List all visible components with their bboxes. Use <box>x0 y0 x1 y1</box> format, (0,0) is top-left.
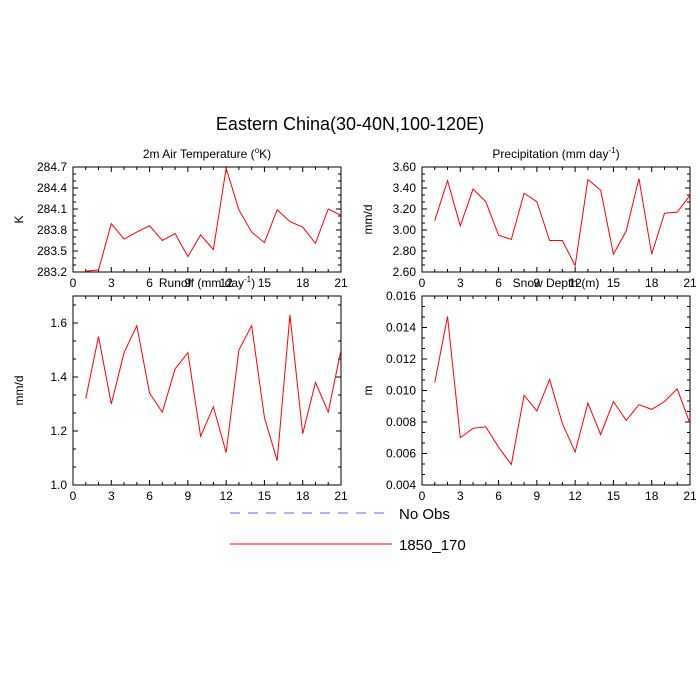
x-tick-label: 6 <box>146 276 153 290</box>
y-tick-label: 284.7 <box>37 160 67 174</box>
y-tick-label: 0.012 <box>386 352 416 366</box>
y-tick-label: 3.60 <box>393 160 417 174</box>
legend: No Obs 1850_170 <box>230 506 466 554</box>
x-tick-label: 15 <box>258 489 272 503</box>
panel-title: 2m Air Temperature (oK) <box>143 146 271 161</box>
y-tick-label: 0.010 <box>386 384 416 398</box>
y-tick-label: 0.006 <box>386 447 416 461</box>
y-tick-label: 3.40 <box>393 181 417 195</box>
panel-air-temperature: 0 3 6 9 12 15 18 21 283.2 283.5 283.8 284.1 284.4 284… <box>12 146 348 290</box>
x-tick-label: 3 <box>108 276 115 290</box>
x-tick-label: 9 <box>185 276 192 290</box>
x-tick-label: 9 <box>534 489 541 503</box>
panel-title: Precipitation (mm day-1) <box>492 146 619 161</box>
x-tick-label: 3 <box>457 489 464 503</box>
x-tick-label: 0 <box>419 489 426 503</box>
panel-precipitation: 0 3 6 9 12 15 18 21 2.60 2.80 3.00 3.20 3.40 3.60 mm/d… <box>361 146 697 290</box>
panel-runoff: 0 3 6 9 12 15 18 21 1.0 1.2 1.4 1.6 mm/d Runoff (mm d… <box>12 275 348 503</box>
y-tick-label: 1.2 <box>50 424 67 438</box>
panel-snow-depth: 0 3 6 9 12 15 18 21 0.004 0.006 0.008 0.010 0.012 0.0… <box>361 276 697 503</box>
x-tick-label: 21 <box>683 276 697 290</box>
y-tick-label: 1.4 <box>50 370 67 384</box>
series-line-1850-170 <box>434 316 690 466</box>
y-axis-label: mm/d <box>12 376 26 406</box>
x-tick-label: 21 <box>683 489 697 503</box>
legend-label-no-obs: No Obs <box>399 506 450 523</box>
x-tick-label: 18 <box>645 276 659 290</box>
x-tick-label: 15 <box>258 276 272 290</box>
y-tick-label: 283.2 <box>37 265 67 279</box>
plot-frame <box>72 166 342 273</box>
x-tick-label: 0 <box>70 489 77 503</box>
y-tick-label: 283.5 <box>37 244 67 258</box>
y-tick-label: 0.016 <box>386 289 416 303</box>
y-tick-label: 0.004 <box>386 478 416 492</box>
y-tick-label: 3.20 <box>393 202 417 216</box>
y-tick-label: 284.4 <box>37 181 67 195</box>
panel-title: Runoff (mm day-1) <box>159 275 255 290</box>
y-tick-label: 1.6 <box>50 316 67 330</box>
x-tick-label: 12 <box>568 276 582 290</box>
y-tick-label: 3.00 <box>393 223 417 237</box>
x-tick-label: 3 <box>457 276 464 290</box>
x-tick-label: 21 <box>334 489 348 503</box>
figure-title: Eastern China(30-40N,100-120E) <box>216 114 484 134</box>
x-tick-label: 18 <box>296 489 310 503</box>
y-axis-label: mm/d <box>361 205 375 235</box>
x-tick-label: 15 <box>607 489 621 503</box>
x-tick-label: 12 <box>219 276 233 290</box>
y-tick-label: 283.8 <box>37 223 67 237</box>
x-tick-label: 18 <box>645 489 659 503</box>
y-tick-label: 0.008 <box>386 415 416 429</box>
x-tick-label: 18 <box>296 276 310 290</box>
panel-title: Snow Depth (m) <box>513 276 600 290</box>
x-tick-label: 0 <box>70 276 77 290</box>
y-tick-label: 0.014 <box>386 321 416 335</box>
series-line-1850-170 <box>434 178 690 268</box>
x-tick-label: 6 <box>495 276 502 290</box>
y-axis-label: m <box>361 386 375 396</box>
y-axis-label: K <box>12 215 26 223</box>
legend-label-model: 1850_170 <box>399 537 466 554</box>
x-tick-label: 0 <box>419 276 426 290</box>
series-line-1850-170 <box>85 314 341 461</box>
y-tick-label: 284.1 <box>37 202 67 216</box>
x-tick-label: 9 <box>534 276 541 290</box>
x-tick-label: 21 <box>334 276 348 290</box>
y-tick-label: 2.80 <box>393 244 417 258</box>
y-tick-label: 1.0 <box>50 478 67 492</box>
plot-frame <box>421 295 691 486</box>
y-tick-label: 2.60 <box>393 265 417 279</box>
x-tick-label: 3 <box>108 489 115 503</box>
series-line-1850-170 <box>85 168 341 272</box>
x-tick-label: 12 <box>568 489 582 503</box>
x-tick-label: 12 <box>219 489 233 503</box>
x-tick-label: 6 <box>495 489 502 503</box>
x-tick-label: 6 <box>146 489 153 503</box>
plot-frame <box>72 295 342 486</box>
x-tick-label: 15 <box>607 276 621 290</box>
x-tick-label: 9 <box>185 489 192 503</box>
plot-frame <box>421 166 691 273</box>
